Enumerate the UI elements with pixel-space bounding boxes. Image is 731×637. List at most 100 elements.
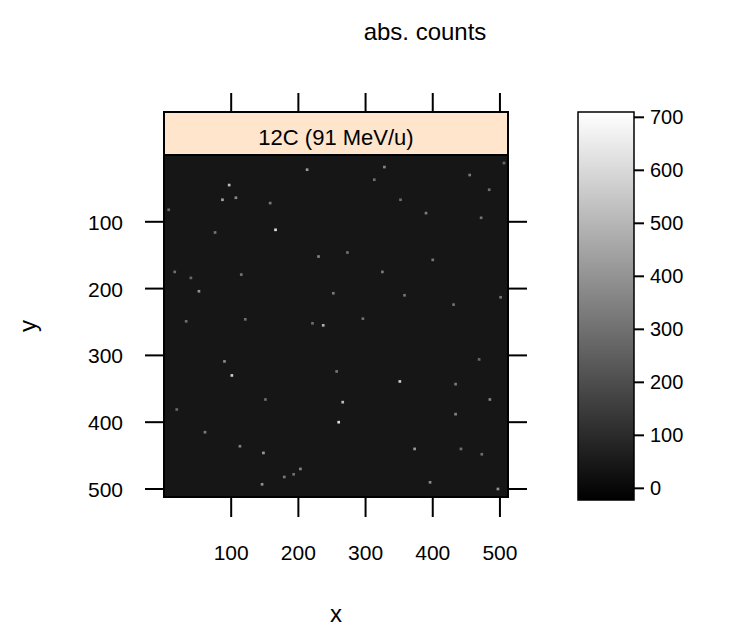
colorbar-tick xyxy=(634,222,644,224)
title: abs. counts xyxy=(364,18,487,45)
x-axis-title: x xyxy=(330,600,342,627)
cell xyxy=(223,360,226,363)
cell xyxy=(264,398,267,401)
y-tick-right xyxy=(508,221,527,223)
colorbar-tick-label: 100 xyxy=(650,424,683,446)
cell xyxy=(383,166,386,169)
cell xyxy=(460,448,463,451)
colorbar-tick xyxy=(634,169,644,171)
cell xyxy=(204,431,207,434)
cell xyxy=(261,483,264,486)
cell xyxy=(244,318,247,321)
cell xyxy=(317,255,320,258)
x-tick-label: 200 xyxy=(281,541,316,564)
x-tick-label: 500 xyxy=(482,541,517,564)
cell xyxy=(488,188,491,191)
x-tick-top xyxy=(297,93,299,112)
colorbar-tick xyxy=(634,328,644,330)
x-tick-label: 300 xyxy=(348,541,383,564)
colorbar-tick-label: 600 xyxy=(650,159,683,181)
cell xyxy=(454,383,457,386)
cell xyxy=(362,317,365,320)
colorbar-tick-label: 200 xyxy=(650,371,683,393)
y-tick xyxy=(145,288,164,290)
cell xyxy=(425,212,428,215)
colorbar-tick xyxy=(634,116,644,118)
colorbar-tick xyxy=(634,275,644,277)
cell xyxy=(175,408,178,411)
frame xyxy=(164,155,508,497)
y-tick xyxy=(145,354,164,356)
cell xyxy=(337,421,340,424)
cell xyxy=(299,468,302,471)
x-tick-top xyxy=(432,93,434,112)
y-axis-title: y xyxy=(14,320,41,332)
cell xyxy=(173,271,176,274)
x-tick xyxy=(432,497,434,517)
cell xyxy=(283,476,286,479)
x-tick xyxy=(365,497,367,517)
y-tick-label: 500 xyxy=(88,478,123,501)
colorbar-tick-label: 0 xyxy=(650,477,661,499)
cell xyxy=(431,259,434,262)
cell xyxy=(403,294,406,297)
x-tick-top xyxy=(499,93,501,112)
cell xyxy=(228,184,231,187)
x-tick xyxy=(499,497,501,517)
colorbar-tick-label: 400 xyxy=(650,265,683,287)
cell xyxy=(373,178,376,181)
y-tick-right xyxy=(508,421,527,423)
cell xyxy=(381,271,384,274)
background-cells xyxy=(164,155,508,497)
y-tick-label: 200 xyxy=(88,278,123,301)
cell xyxy=(239,445,242,448)
cell xyxy=(311,322,314,325)
cell xyxy=(198,290,201,293)
y-tick-right xyxy=(508,488,527,490)
y-tick-right xyxy=(508,288,527,290)
y-tick-label: 100 xyxy=(88,211,123,234)
x-tick-top xyxy=(230,93,232,112)
colorbar-tick-label: 300 xyxy=(650,318,683,340)
cell xyxy=(341,401,344,404)
cell xyxy=(167,208,170,211)
strip xyxy=(164,112,508,155)
cell xyxy=(322,324,325,327)
cell xyxy=(262,452,265,455)
cell xyxy=(346,251,349,254)
cell xyxy=(221,198,224,201)
cell xyxy=(214,231,217,234)
cell xyxy=(454,413,457,416)
x-tick-top xyxy=(365,93,367,112)
cell xyxy=(468,174,471,177)
cell xyxy=(478,358,481,361)
panel-title: 12C (91 MeV/u) xyxy=(258,125,413,150)
chart-root: abs. counts 12C (91 MeV/u) 100 200 300 400 500… xyxy=(0,0,731,637)
colorbar-tick xyxy=(634,487,644,489)
y-tick-label: 400 xyxy=(88,411,123,434)
colorbar-tick xyxy=(634,434,644,436)
cell xyxy=(335,370,338,373)
x-tick-label: 400 xyxy=(415,541,450,564)
cell xyxy=(231,374,234,377)
cell xyxy=(190,277,193,280)
cell xyxy=(413,448,416,451)
cell xyxy=(240,273,243,276)
cell xyxy=(452,303,455,306)
colorbar-tick xyxy=(634,381,644,383)
x-tick xyxy=(230,497,232,517)
cell xyxy=(503,162,506,165)
x-tick-label: 100 xyxy=(214,541,249,564)
cell xyxy=(399,198,402,201)
y-tick-right xyxy=(508,354,527,356)
cell xyxy=(499,296,502,299)
cell xyxy=(480,453,483,456)
colorbar xyxy=(578,112,634,500)
cell xyxy=(332,292,335,295)
y-tick-label: 300 xyxy=(88,344,123,367)
cells xyxy=(164,155,508,497)
cell xyxy=(306,168,309,171)
y-tick xyxy=(145,421,164,423)
cell xyxy=(269,202,272,205)
cell xyxy=(497,488,500,491)
